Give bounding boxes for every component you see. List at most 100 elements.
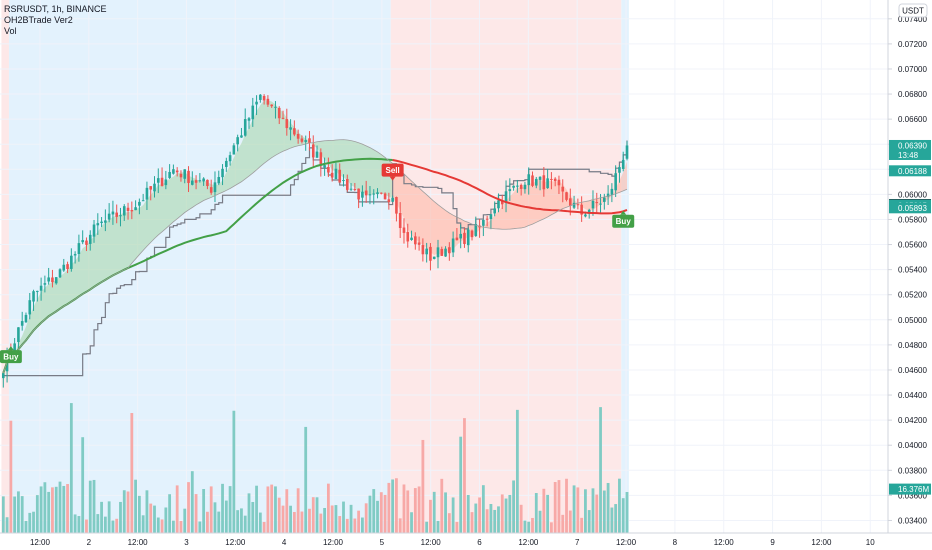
candle-body[interactable]: [345, 178, 349, 190]
candle-body[interactable]: [296, 133, 300, 139]
candle-body[interactable]: [387, 199, 391, 203]
candle-body[interactable]: [448, 247, 451, 254]
candle-body[interactable]: [285, 119, 289, 129]
candle-body[interactable]: [149, 186, 153, 190]
candles[interactable]: [2, 94, 629, 388]
candle-body[interactable]: [606, 193, 610, 197]
volume-title[interactable]: Vol: [4, 26, 17, 36]
candle-body[interactable]: [39, 285, 43, 291]
candle-body[interactable]: [512, 185, 515, 188]
candle-body[interactable]: [24, 314, 28, 323]
candle-body[interactable]: [614, 173, 617, 191]
candle-body[interactable]: [576, 204, 580, 206]
candle-body[interactable]: [474, 224, 478, 237]
candle-body[interactable]: [160, 177, 164, 186]
candle-body[interactable]: [236, 137, 239, 145]
candle-body[interactable]: [221, 168, 224, 178]
candle-body[interactable]: [603, 197, 606, 202]
currency-selector[interactable]: USDT: [898, 3, 928, 18]
candle-body[interactable]: [357, 188, 360, 200]
candle-body[interactable]: [111, 211, 115, 215]
candle-body[interactable]: [88, 234, 92, 244]
candle-body[interactable]: [380, 192, 383, 194]
candle-body[interactable]: [444, 248, 447, 257]
candle-body[interactable]: [519, 184, 523, 189]
candle-body[interactable]: [32, 291, 35, 302]
candle-body[interactable]: [580, 204, 583, 215]
candle-body[interactable]: [587, 209, 591, 214]
candle-body[interactable]: [81, 240, 84, 243]
candle-body[interactable]: [289, 127, 292, 130]
candle-body[interactable]: [621, 159, 625, 169]
candle-body[interactable]: [584, 214, 587, 217]
candle-body[interactable]: [153, 183, 156, 192]
candle-body[interactable]: [516, 185, 519, 187]
time-axis[interactable]: 12:00 2 12:00 3 12:00 4 12:00 5 12:00 6 12:00 7 12:0…: [0, 532, 932, 550]
candle-body[interactable]: [523, 184, 527, 190]
candle-body[interactable]: [421, 245, 425, 255]
candle-body[interactable]: [569, 198, 572, 206]
candle-body[interactable]: [62, 264, 66, 271]
candle-body[interactable]: [315, 151, 319, 158]
candle-body[interactable]: [183, 169, 187, 179]
candle-body[interactable]: [274, 106, 277, 108]
candle-body[interactable]: [20, 321, 24, 326]
candle-body[interactable]: [145, 187, 149, 200]
indicator-title[interactable]: OH2BTrade Ver2: [4, 15, 73, 25]
candle-body[interactable]: [459, 233, 462, 239]
candle-body[interactable]: [497, 200, 500, 209]
candle-body[interactable]: [470, 230, 474, 238]
candle-body[interactable]: [77, 243, 81, 255]
candle-body[interactable]: [28, 300, 32, 315]
candle-body[interactable]: [202, 178, 205, 182]
candle-body[interactable]: [85, 240, 88, 245]
candle-body[interactable]: [368, 194, 372, 196]
candle-body[interactable]: [504, 191, 508, 203]
candle-body[interactable]: [398, 212, 402, 229]
candle-body[interactable]: [73, 254, 77, 256]
candle-body[interactable]: [334, 168, 338, 180]
candle-body[interactable]: [66, 264, 69, 270]
candle-body[interactable]: [451, 238, 455, 253]
candle-body[interactable]: [243, 119, 247, 136]
candle-body[interactable]: [572, 202, 576, 208]
candle-body[interactable]: [141, 200, 145, 202]
candle-body[interactable]: [500, 200, 504, 205]
candle-body[interactable]: [402, 227, 406, 233]
candle-body[interactable]: [508, 189, 512, 192]
candle-body[interactable]: [232, 145, 236, 155]
candle-body[interactable]: [618, 167, 621, 173]
candle-body[interactable]: [429, 246, 432, 261]
candle-body[interactable]: [281, 117, 285, 119]
candle-body[interactable]: [553, 178, 557, 182]
candle-body[interactable]: [391, 197, 394, 202]
candle-body[interactable]: [323, 165, 326, 168]
candle-body[interactable]: [134, 207, 137, 211]
candle-body[interactable]: [561, 186, 565, 192]
candle-body[interactable]: [425, 248, 428, 255]
candle-body[interactable]: [255, 101, 258, 105]
candle-body[interactable]: [266, 98, 270, 105]
candle-body[interactable]: [217, 176, 221, 184]
candle-body[interactable]: [300, 138, 304, 142]
price-axis[interactable]: 0.074000.072000.070000.068000.066000.064…: [887, 0, 932, 550]
candle-body[interactable]: [395, 197, 398, 214]
candle-body[interactable]: [122, 206, 126, 216]
candle-body[interactable]: [308, 138, 311, 143]
candle-body[interactable]: [327, 166, 330, 173]
candle-body[interactable]: [538, 176, 542, 180]
candle-body[interactable]: [493, 208, 496, 214]
candle-body[interactable]: [213, 182, 217, 193]
candle-body[interactable]: [610, 188, 614, 195]
candle-body[interactable]: [17, 327, 20, 342]
candle-body[interactable]: [262, 96, 266, 101]
candle-body[interactable]: [206, 179, 209, 187]
candle-body[interactable]: [119, 215, 122, 217]
candle-body[interactable]: [414, 236, 417, 245]
candle-body[interactable]: [482, 219, 485, 226]
candle-body[interactable]: [164, 179, 168, 186]
candle-body[interactable]: [440, 248, 444, 256]
candle-body[interactable]: [270, 104, 273, 107]
candle-body[interactable]: [138, 201, 141, 206]
